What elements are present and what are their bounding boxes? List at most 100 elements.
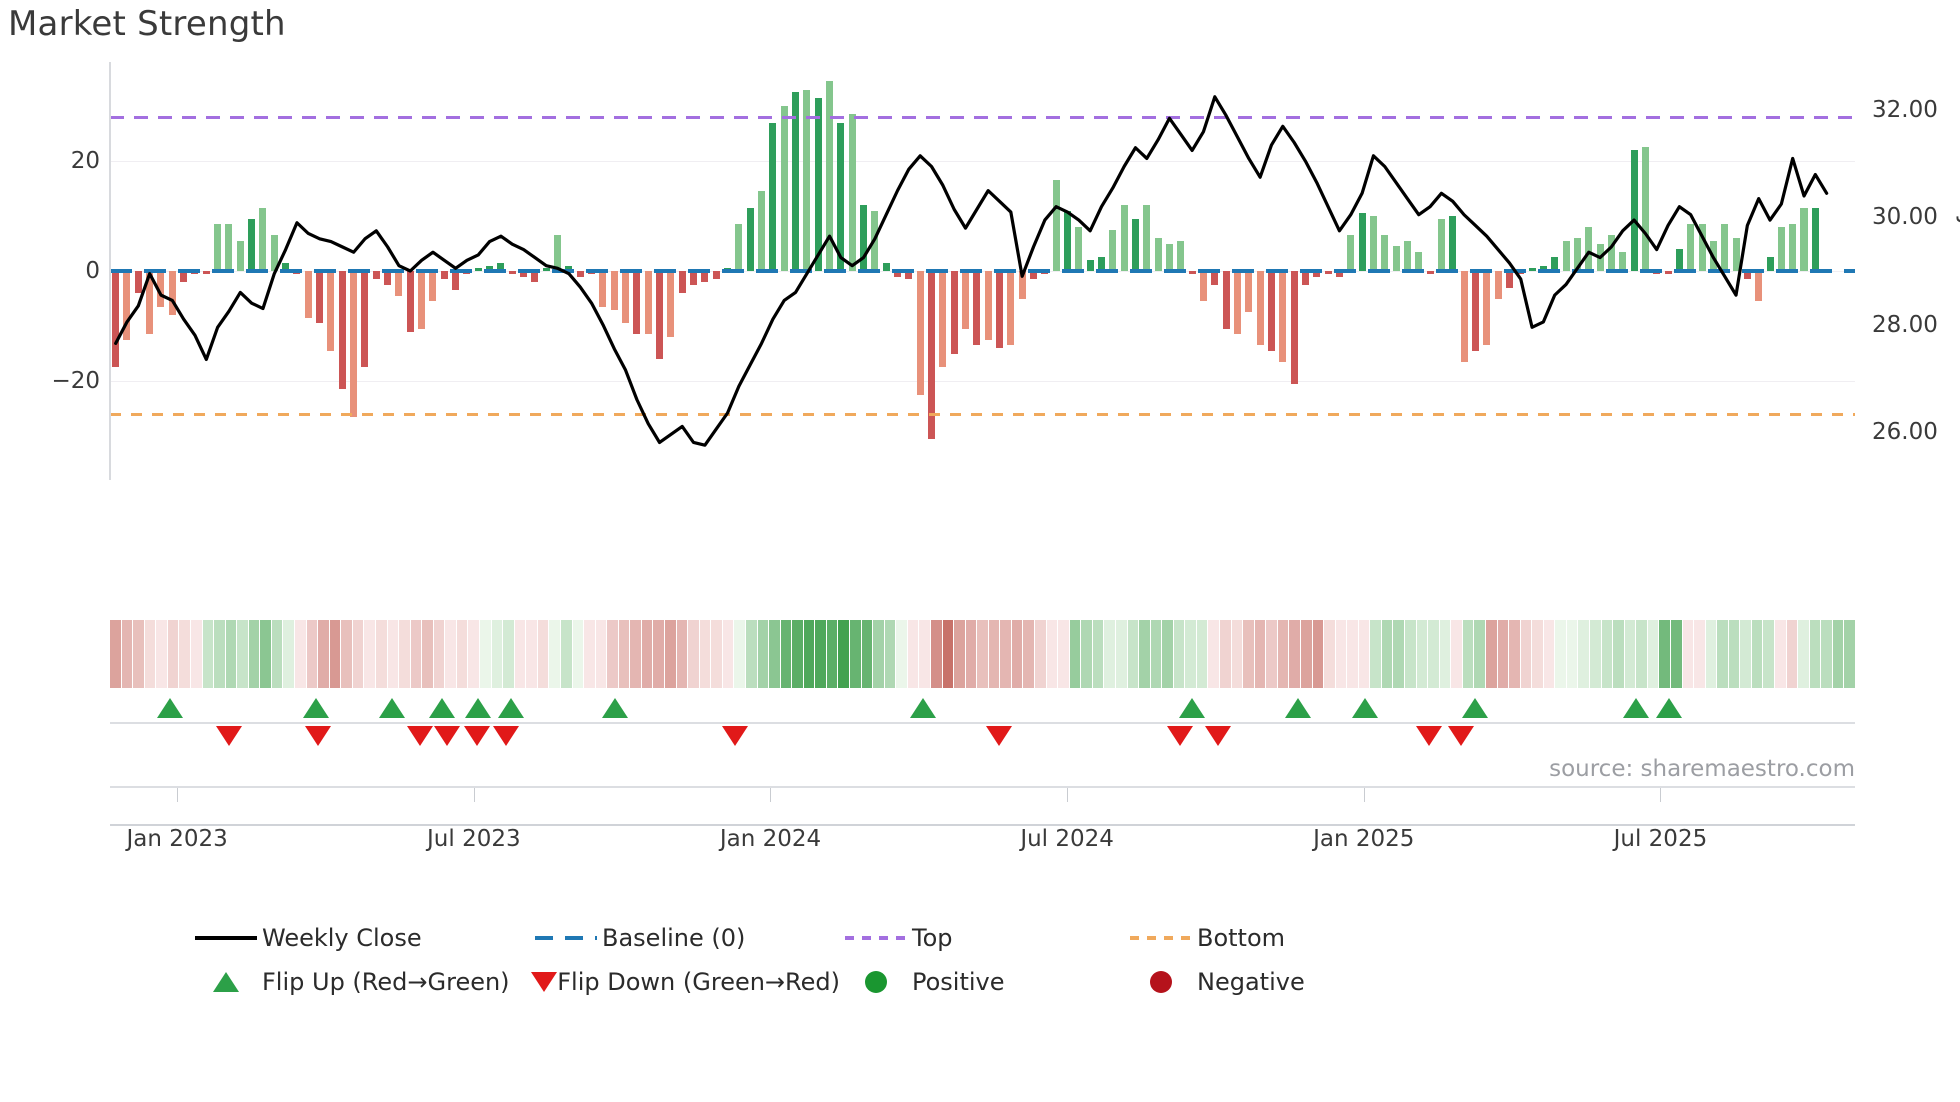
heatmap-cell <box>1624 620 1636 688</box>
heatmap-cell <box>306 620 318 688</box>
strength-bar <box>1154 238 1162 271</box>
heatmap-cell <box>1104 620 1115 688</box>
legend-row-2: Flip Up (Red→Green) Flip Down (Green→Red)… <box>190 960 1650 1004</box>
flip-up-marker[interactable] <box>303 698 330 718</box>
heatmap-cell <box>838 620 849 688</box>
strength-bar <box>384 271 392 285</box>
legend-item[interactable]: Flip Up (Red→Green) <box>190 967 530 997</box>
heatmap-cell <box>1474 620 1485 688</box>
right-axis-tick-label: 28.00 <box>1872 311 1938 338</box>
x-axis-tick-mark <box>177 788 179 802</box>
flip-up-marker[interactable] <box>1178 698 1205 718</box>
legend-item[interactable]: Positive <box>840 967 1125 997</box>
heatmap-cell <box>560 620 572 688</box>
flip-down-marker[interactable] <box>493 726 520 746</box>
strength-bar <box>599 271 607 307</box>
strength-bar <box>1007 271 1015 346</box>
flip-down-marker[interactable] <box>1447 726 1474 746</box>
line-dash-orange-icon <box>1130 936 1192 940</box>
flip-up-marker[interactable] <box>1623 698 1649 718</box>
heatmap-cell <box>1485 620 1497 688</box>
heatmap-cell <box>1717 620 1728 688</box>
flip-up-marker[interactable] <box>428 698 455 718</box>
flip-down-marker[interactable] <box>1205 726 1232 746</box>
legend-key-line-dash-blue-icon <box>530 923 602 953</box>
strength-bar <box>1233 271 1241 335</box>
strength-bar <box>361 271 369 368</box>
heatmap-cell <box>1590 620 1601 688</box>
flip-down-marker[interactable] <box>433 726 460 746</box>
strength-bar <box>1755 271 1763 302</box>
heatmap-cell <box>318 620 329 688</box>
heatmap-cell <box>144 620 156 688</box>
heatmap-cell <box>1532 620 1543 688</box>
flip-up-marker[interactable] <box>1285 698 1312 718</box>
flip-up-marker[interactable] <box>378 698 405 718</box>
heatmap-cell <box>1393 620 1404 688</box>
flip-down-marker[interactable] <box>464 726 491 746</box>
triangle-up-green-icon <box>213 972 239 992</box>
strength-heatmap-strip <box>110 620 1855 688</box>
strength-bar <box>1471 271 1479 351</box>
flip-down-marker[interactable] <box>215 726 242 746</box>
heatmap-cell <box>503 620 514 688</box>
legend-item[interactable]: Bottom <box>1125 923 1425 953</box>
heatmap-cell <box>1844 620 1855 688</box>
strength-bar <box>1630 150 1638 271</box>
heatmap-cell <box>271 620 283 688</box>
legend-item[interactable]: Baseline (0) <box>530 923 840 953</box>
heatmap-cell <box>190 620 202 688</box>
flip-down-marker[interactable] <box>986 726 1013 746</box>
flip-down-marker[interactable] <box>721 726 748 746</box>
flip-up-marker[interactable] <box>602 698 629 718</box>
heatmap-cell <box>1821 620 1832 688</box>
legend-item[interactable]: Negative <box>1125 967 1425 997</box>
heatmap-cell <box>618 620 630 688</box>
flip-axis-line <box>110 722 1855 724</box>
heatmap-cell <box>410 620 422 688</box>
flip-down-marker[interactable] <box>406 726 433 746</box>
flip-up-marker[interactable] <box>910 698 937 718</box>
heatmap-cell <box>850 620 861 688</box>
strength-bar <box>1029 271 1037 280</box>
strength-bar <box>372 271 380 280</box>
heatmap-cell <box>1254 620 1266 688</box>
flip-down-marker[interactable] <box>1416 726 1443 746</box>
legend-item[interactable]: Top <box>840 923 1125 953</box>
heatmap-cell <box>1659 620 1670 688</box>
strength-bar <box>1551 257 1559 271</box>
flip-down-marker[interactable] <box>1166 726 1193 746</box>
heatmap-cell <box>954 620 965 688</box>
strength-bar <box>633 271 641 335</box>
strength-bar <box>316 271 324 324</box>
heatmap-cell <box>1370 620 1381 688</box>
flip-up-marker[interactable] <box>157 698 184 718</box>
heatmap-cell <box>1139 620 1150 688</box>
strength-bar <box>1449 216 1457 271</box>
heatmap-cell <box>1451 620 1462 688</box>
legend-item[interactable]: Flip Down (Green→Red) <box>530 967 840 997</box>
strength-bar <box>1811 207 1819 271</box>
heatmap-cell <box>1081 620 1092 688</box>
heatmap-cell <box>1231 620 1243 688</box>
heatmap-cell <box>1000 620 1011 688</box>
legend-item[interactable]: Weekly Close <box>190 923 530 953</box>
flip-up-marker[interactable] <box>1656 698 1683 718</box>
heatmap-cell <box>433 620 445 688</box>
flip-up-marker[interactable] <box>498 698 525 718</box>
flip-up-marker[interactable] <box>465 698 492 718</box>
heatmap-cell <box>179 620 190 688</box>
flip-down-marker[interactable] <box>304 726 331 746</box>
flip-up-marker[interactable] <box>1351 698 1378 718</box>
x-axis-tick-mark <box>473 788 475 802</box>
strength-bar <box>1267 271 1275 351</box>
flip-up-marker[interactable] <box>1462 698 1489 718</box>
heatmap-cell <box>1775 620 1786 688</box>
heatmap-cell <box>1694 620 1705 688</box>
strength-bar <box>1766 257 1774 271</box>
bottom-reference-line <box>110 413 1855 416</box>
strength-bar <box>304 271 312 318</box>
heatmap-cell <box>1566 620 1578 688</box>
strength-bar <box>1732 238 1740 271</box>
strength-bar <box>1562 240 1570 271</box>
